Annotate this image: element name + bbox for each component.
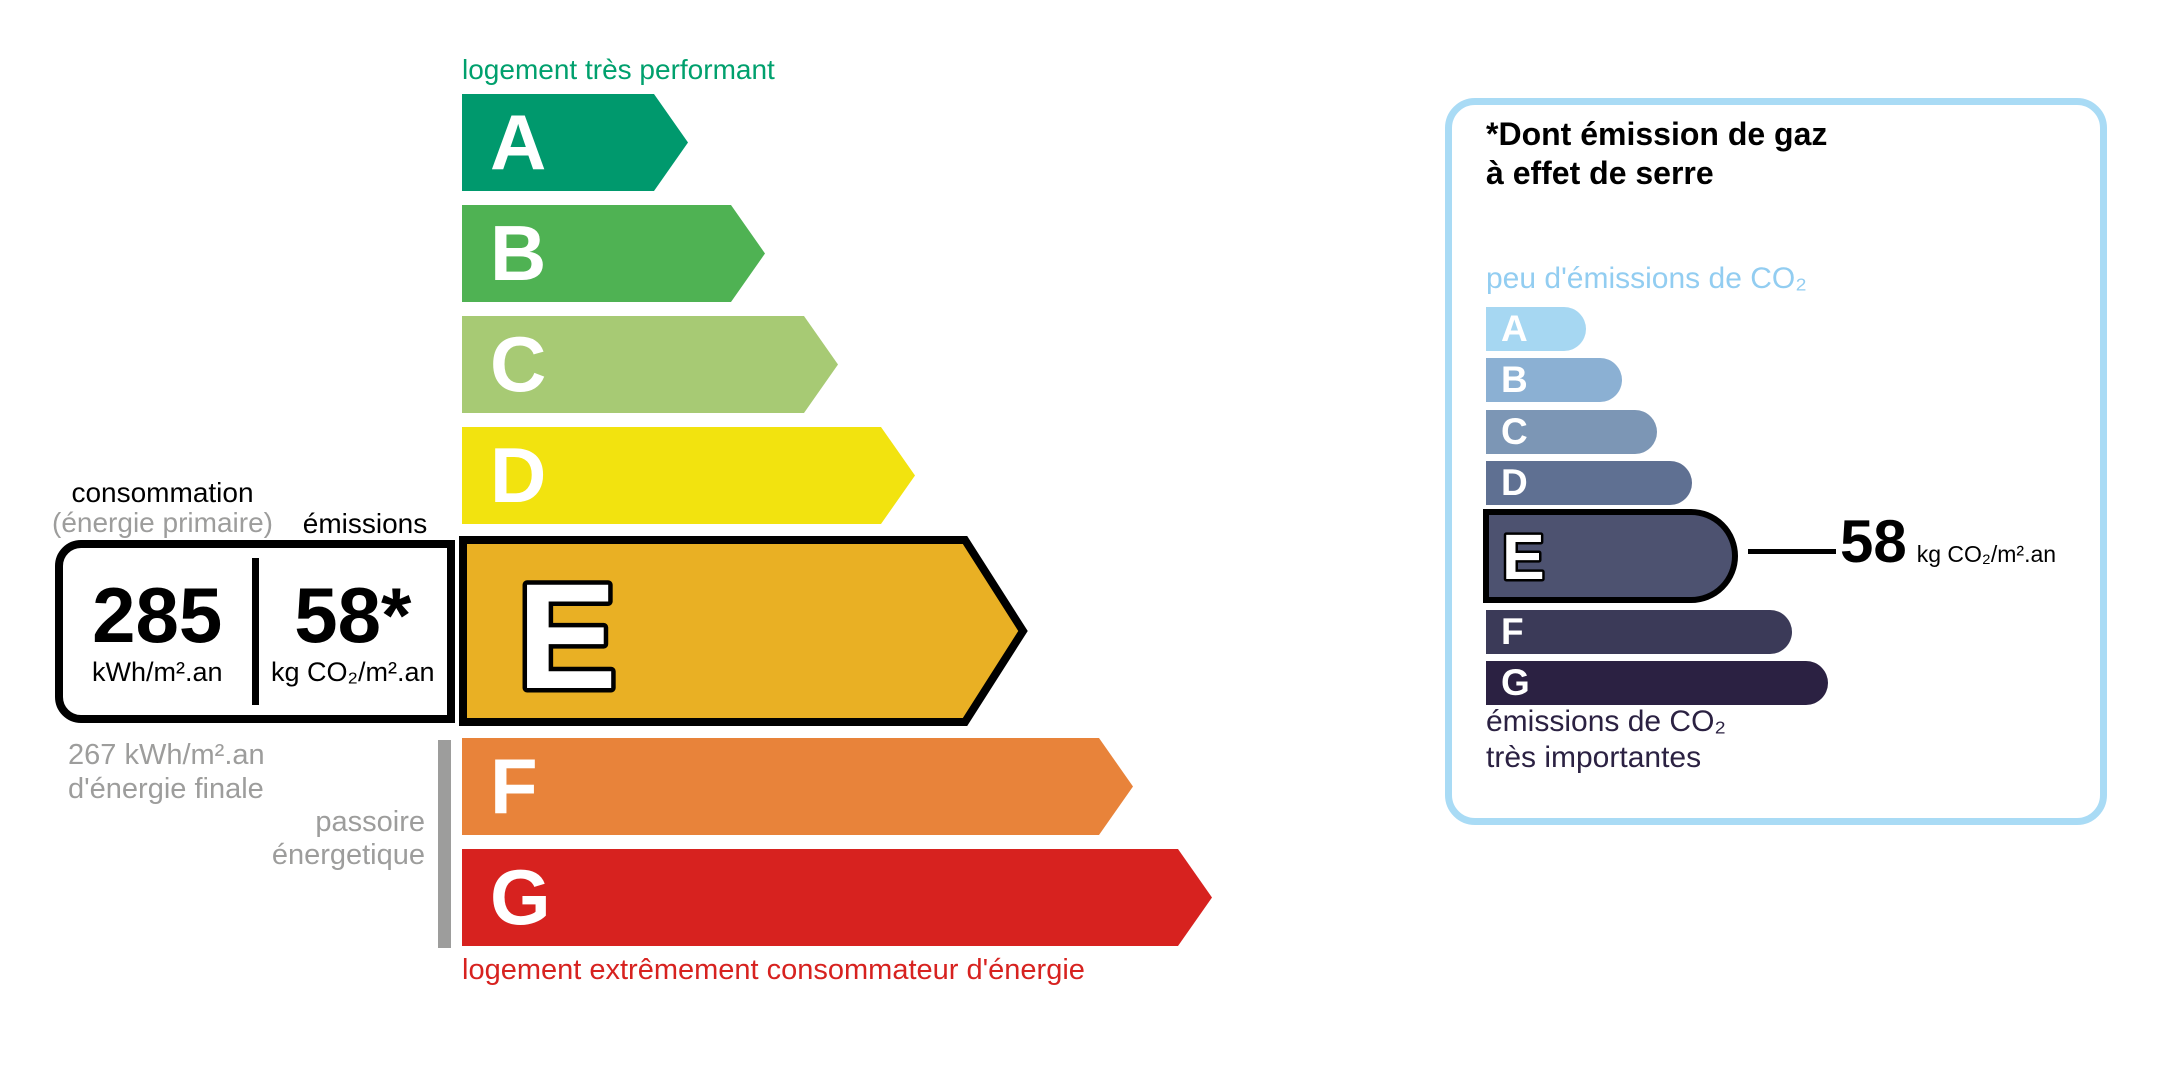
energy-class-d-arrow: D [462, 427, 915, 524]
co2-class-g-letter: G [1501, 662, 1530, 703]
energy-scale-top-label: logement très performant [462, 54, 775, 85]
energy-class-f-arrow: F [462, 738, 1133, 835]
co2-class-e-bar: E [1483, 509, 1738, 603]
co2-value-block: 58 kg CO₂/m².an [1840, 512, 2056, 572]
consumption-label: consommation [71, 477, 254, 508]
co2-high-label-line1: émissions de CO₂ [1486, 705, 1727, 738]
co2-class-c-letter: C [1501, 411, 1528, 452]
energy-class-f-letter: F [490, 742, 538, 830]
energy-class-d-letter: D [490, 431, 547, 519]
energy-sieve-bracket [438, 740, 451, 948]
co2-panel-title: *Dont émission de gaz à effet de serre [1486, 115, 1827, 193]
co2-panel-title-line2: à effet de serre [1486, 155, 1714, 191]
final-energy-line2: d'énergie finale [68, 773, 264, 805]
energy-class-e-shape [459, 536, 1028, 726]
emissions-value: 58* [294, 571, 412, 659]
co2-value: 58 [1840, 508, 1907, 575]
co2-class-b-letter: B [1501, 359, 1528, 400]
co2-class-f-bar: F [1486, 610, 1792, 654]
co2-value-connector-line [1748, 549, 1836, 554]
consumption-label-block: consommation (énergie primaire) [40, 478, 285, 538]
co2-class-c-bar: C [1486, 410, 1657, 454]
co2-class-b-bar: B [1486, 358, 1622, 402]
co2-low-label: peu d'émissions de CO₂ [1486, 262, 1807, 295]
energy-class-a-arrow: A [462, 94, 688, 191]
co2-high-label: émissions de CO₂ très importantes [1486, 704, 1726, 776]
co2-class-d-bar: D [1486, 461, 1692, 505]
energy-sieve-line2: énergetique [271, 839, 425, 871]
energy-class-c-arrow: C [462, 316, 838, 413]
energy-class-e-arrow: E [459, 536, 1028, 726]
co2-value-unit: kg CO₂/m².an [1916, 541, 2057, 567]
consumption-cell: 285 kWh/m².an [63, 548, 252, 715]
energy-sieve-annotation: passoire énergetique [150, 806, 425, 872]
energy-scale-bottom-label: logement extrêmement consommateur d'éner… [462, 954, 1085, 986]
energy-class-a-letter: A [490, 98, 547, 186]
value-box-divider [251, 558, 259, 705]
co2-panel-title-line1: *Dont émission de gaz [1486, 116, 1828, 152]
energy-class-g-letter: G [490, 853, 551, 941]
consumption-unit: kWh/m².an [91, 657, 223, 687]
emissions-unit: kg CO₂/m².an [270, 657, 435, 687]
co2-class-a-bar: A [1486, 307, 1586, 351]
co2-class-e-shape [1483, 509, 1738, 603]
energy-class-b-letter: B [490, 209, 547, 297]
final-energy-annotation: 267 kWh/m².an d'énergie finale [68, 738, 265, 806]
co2-class-f-letter: F [1501, 611, 1524, 652]
emissions-cell: 58* kg CO₂/m².an [259, 548, 448, 715]
energy-class-g-arrow: G [462, 849, 1212, 946]
energy-class-c-letter: C [490, 320, 547, 408]
co2-high-label-line2: très importantes [1486, 741, 1702, 774]
energy-sieve-line1: passoire [315, 806, 425, 838]
co2-class-a-letter: A [1501, 308, 1528, 349]
final-energy-line1: 267 kWh/m².an [68, 739, 265, 771]
energy-class-b-arrow: B [462, 205, 765, 302]
emissions-label: émissions [302, 508, 428, 539]
co2-class-d-letter: D [1501, 462, 1528, 503]
value-box: 285 kWh/m².an 58* kg CO₂/m².an [55, 540, 455, 723]
energy-class-e-letter: E [517, 552, 617, 720]
co2-class-e-letter: E [1502, 521, 1545, 593]
co2-class-g-bar: G [1486, 661, 1828, 705]
consumption-value: 285 [92, 571, 223, 659]
consumption-sublabel: (énergie primaire) [52, 507, 273, 538]
